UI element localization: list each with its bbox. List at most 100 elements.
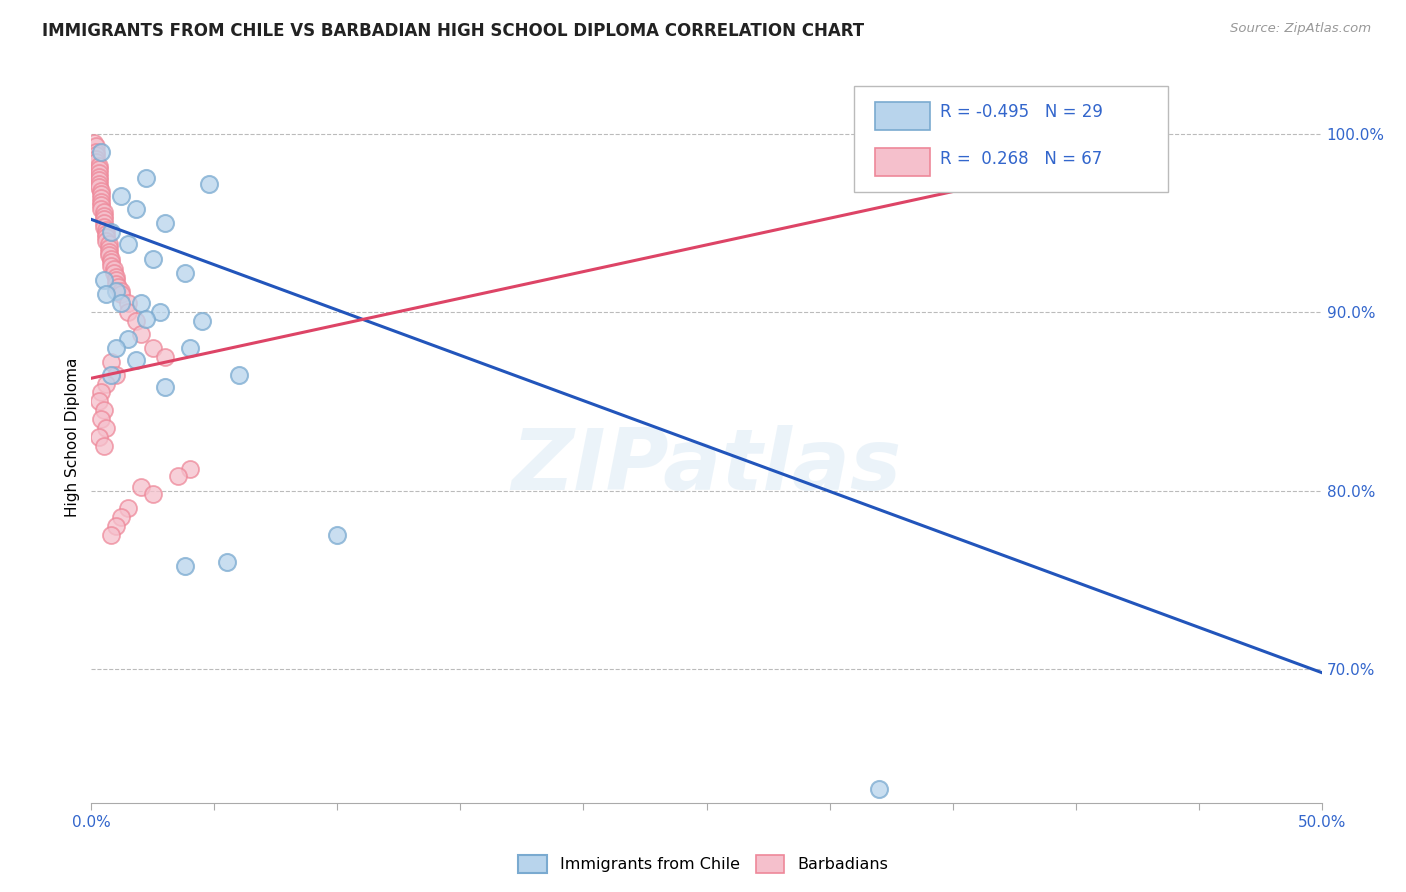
Point [215,555,238,569]
Point [142,487,165,501]
Point [87,430,110,444]
Point [90,202,112,216]
Point [97,241,120,255]
Point [117,237,139,252]
Point [86,139,108,153]
Point [96,234,117,248]
Point [153,216,177,230]
Point [105,368,127,382]
Text: ZIPatlas: ZIPatlas [512,425,901,508]
Point [100,368,122,382]
FancyBboxPatch shape [875,102,931,130]
Point [90,412,112,426]
Point [110,284,132,298]
Point [117,305,139,319]
Point [93,216,115,230]
Point [86,155,108,169]
Point [103,266,125,280]
Legend: Immigrants from Chile, Barbadians: Immigrants from Chile, Barbadians [512,848,894,880]
Y-axis label: High School Diploma: High School Diploma [65,358,80,516]
Point [90,194,112,209]
Point [110,189,132,203]
Point [174,558,197,573]
Point [96,421,117,435]
Point [93,439,115,453]
Point [87,394,110,409]
Point [100,255,122,269]
Point [86,148,108,162]
Point [135,312,156,326]
Point [142,341,165,355]
Point [124,314,146,328]
Point [100,528,122,542]
Text: R = -0.495   N = 29: R = -0.495 N = 29 [941,103,1104,120]
Point [87,180,110,194]
Point [97,244,120,259]
Point [93,205,115,219]
Point [90,385,112,400]
Point [105,269,127,284]
Point [124,202,146,216]
Point [96,287,117,301]
Point [93,219,115,234]
Point [129,296,152,310]
Point [142,252,165,266]
Point [93,212,115,227]
FancyBboxPatch shape [853,86,1168,192]
Point [326,528,349,542]
Point [90,145,112,159]
Point [105,341,127,355]
Point [97,248,120,262]
Point [87,177,110,191]
Point [90,184,112,198]
Point [90,191,112,205]
Point [107,280,129,294]
Point [87,159,110,173]
Point [174,266,197,280]
Point [93,273,115,287]
Point [100,225,122,239]
Point [90,187,112,202]
Point [105,273,127,287]
Point [93,209,115,223]
FancyBboxPatch shape [875,148,931,176]
Point [117,332,139,346]
Point [129,326,152,341]
Point [105,284,127,298]
Point [83,136,105,150]
Point [96,376,117,391]
Point [97,237,120,252]
Point [153,380,177,394]
Point [117,296,139,310]
Point [87,173,110,187]
Point [179,462,201,476]
Point [117,501,139,516]
Point [90,198,112,212]
Point [110,296,132,310]
Point [87,166,110,180]
Point [124,353,146,368]
Point [179,341,201,355]
Point [228,368,250,382]
Point [129,480,152,494]
Point [191,314,214,328]
Point [105,519,127,533]
Point [96,230,117,244]
Point [166,469,188,483]
Point [86,145,108,159]
Point [93,403,115,417]
Point [198,177,221,191]
Point [87,169,110,184]
Point [149,305,172,319]
Point [96,227,117,241]
Point [153,350,177,364]
Point [103,262,125,277]
Point [110,510,132,524]
Point [100,259,122,273]
Text: IMMIGRANTS FROM CHILE VS BARBADIAN HIGH SCHOOL DIPLOMA CORRELATION CHART: IMMIGRANTS FROM CHILE VS BARBADIAN HIGH … [42,22,865,40]
Point [110,287,132,301]
Text: R =  0.268   N = 67: R = 0.268 N = 67 [941,150,1102,168]
Text: Source: ZipAtlas.com: Source: ZipAtlas.com [1230,22,1371,36]
Point [105,277,127,291]
Point [96,223,117,237]
